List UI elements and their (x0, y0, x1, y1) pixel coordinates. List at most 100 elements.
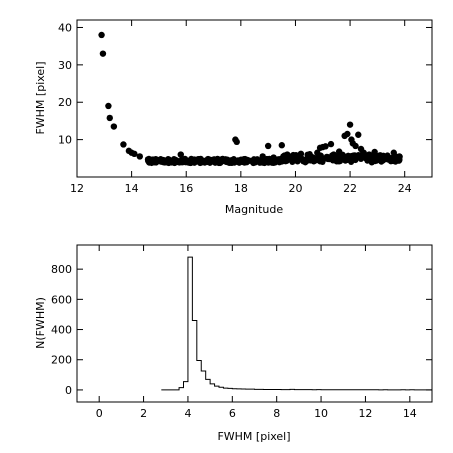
scatter-plot-frame (76, 19, 433, 178)
histogram-x-axis-title: FWHM [pixel] (217, 430, 290, 443)
scatter-point (150, 156, 157, 164)
scatter-point (270, 154, 277, 161)
scatter-point (365, 151, 373, 158)
scatter-points (98, 31, 403, 165)
scatter-point (327, 140, 335, 148)
scatter-point (98, 31, 105, 39)
scatter-point (136, 153, 144, 160)
scatter-point (352, 142, 359, 150)
histogram-plot-frame (76, 244, 433, 403)
scatter-y-tick-label: 10 (58, 134, 72, 147)
scatter-point (338, 155, 345, 162)
scatter-point (245, 157, 253, 164)
scatter-point (387, 155, 395, 162)
scatter-point (172, 157, 179, 165)
scatter-point (333, 158, 340, 165)
histogram-x-tick-label: 10 (314, 407, 328, 420)
scatter-point (265, 157, 272, 164)
scatter-point (382, 154, 389, 161)
scatter-point (302, 159, 309, 166)
scatter-x-tick-label: 24 (398, 182, 412, 195)
scatter-x-tick-label: 22 (343, 182, 357, 195)
scatter-point (120, 141, 127, 148)
histogram-steps (161, 256, 432, 391)
scatter-point (330, 151, 337, 158)
scatter-point (237, 157, 245, 165)
scatter-y-tick-label: 20 (58, 96, 72, 109)
scatter-point (284, 151, 291, 158)
scatter-point (131, 150, 138, 158)
histogram-x-tick-label: 12 (358, 407, 372, 420)
histogram-y-tick-label: 0 (65, 384, 72, 397)
scatter-point (163, 157, 171, 165)
scatter-point (177, 151, 184, 158)
scatter-x-tick-label: 20 (288, 182, 302, 195)
scatter-point (254, 156, 261, 164)
histogram-y-axis-title: N(FWHM) (34, 297, 47, 349)
histogram-panel: 0 2 4 6 8 10 12 14 0 200 400 600 800 FWHM [pixel] N(… (34, 244, 433, 443)
scatter-ticks: 12 14 16 18 20 22 24 10 20 30 40 (58, 20, 432, 195)
histogram-x-tick-label: 4 (184, 407, 191, 420)
scatter-point (199, 157, 206, 165)
scatter-point (321, 155, 328, 162)
scatter-point (204, 155, 212, 163)
scatter-point (362, 155, 369, 162)
scatter-point (344, 130, 351, 138)
scatter-y-tick-label: 30 (58, 59, 72, 72)
histogram-y-tick-label: 600 (51, 293, 72, 306)
scatter-point (371, 148, 378, 156)
scatter-point (396, 156, 403, 164)
histogram-x-tick-label: 8 (273, 407, 280, 420)
scatter-point (183, 157, 190, 164)
scatter-point (155, 157, 163, 164)
scatter-point (360, 149, 367, 156)
scatter-x-axis-title: Magnitude (225, 203, 284, 216)
scatter-point (259, 153, 266, 160)
histogram-y-tick-label: 200 (51, 354, 72, 367)
scatter-x-tick-label: 12 (70, 182, 84, 195)
scatter-point (277, 155, 284, 162)
histogram-x-tick-label: 14 (403, 407, 417, 420)
scatter-x-tick-label: 14 (125, 182, 139, 195)
scatter-point (322, 143, 329, 150)
scatter-point (305, 152, 313, 159)
scatter-point (297, 150, 305, 158)
scatter-point (191, 158, 198, 165)
scatter-point (335, 148, 343, 155)
scatter-point (345, 152, 352, 159)
scatter-point (326, 156, 333, 163)
scatter-point (99, 50, 107, 57)
scatter-point (144, 156, 152, 163)
scatter-point (233, 138, 240, 146)
scatter-point (294, 158, 301, 165)
scatter-point (314, 149, 321, 156)
histogram-ticks: 0 2 4 6 8 10 12 14 0 200 400 600 800 (51, 245, 432, 420)
scatter-point (210, 158, 217, 165)
scatter-point (272, 159, 279, 166)
scatter-point (355, 131, 362, 138)
scatter-point (226, 157, 234, 164)
scatter-point (313, 155, 320, 162)
scatter-point (292, 153, 299, 160)
scatter-point (106, 114, 113, 122)
scatter-point (368, 159, 375, 166)
scatter-panel: 12 14 16 18 20 22 24 10 20 30 40 Magnitude FWHM [p… (34, 19, 433, 216)
scatter-point (346, 121, 354, 128)
histogram-x-tick-label: 2 (140, 407, 147, 420)
scatter-point (218, 157, 225, 165)
scatter-point (278, 142, 286, 149)
scatter-point (390, 149, 397, 156)
scatter-point (282, 158, 289, 165)
scatter-y-tick-label: 40 (58, 21, 72, 34)
histogram-x-tick-label: 0 (96, 407, 103, 420)
scatter-point (110, 123, 118, 130)
scatter-x-tick-label: 18 (234, 182, 248, 195)
scatter-point (264, 142, 272, 150)
scatter-point (105, 102, 112, 110)
scatter-point (355, 154, 362, 161)
scatter-x-tick-label: 16 (179, 182, 193, 195)
histogram-y-tick-label: 800 (51, 263, 72, 276)
scatter-y-axis-title: FWHM [pixel] (34, 61, 47, 134)
histogram-x-tick-label: 6 (229, 407, 236, 420)
